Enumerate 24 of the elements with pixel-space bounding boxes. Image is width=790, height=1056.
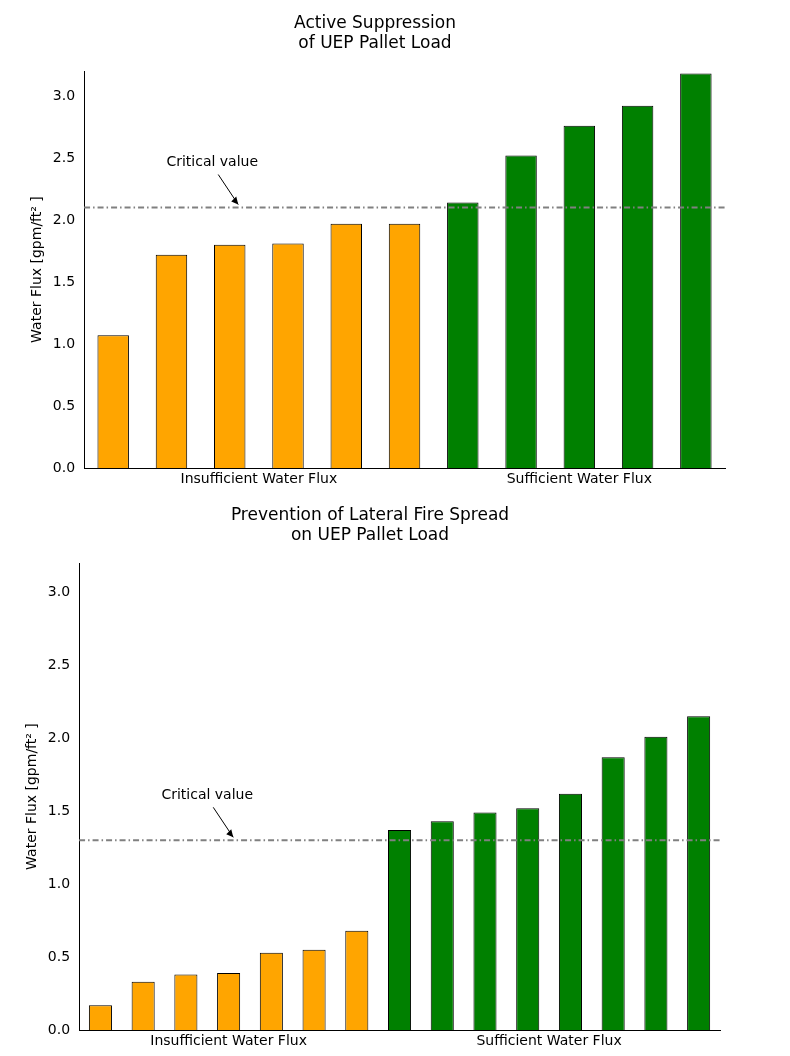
text: Insufficient Water Flux bbox=[180, 469, 338, 486]
y-tick-label: 0.0 bbox=[47, 1020, 71, 1037]
y-tick-label: 3.0 bbox=[52, 86, 76, 103]
y-tick-label: 1.5 bbox=[52, 272, 76, 289]
ref-line-label: Critical value bbox=[161, 785, 254, 802]
y-tick-label: 1.0 bbox=[47, 874, 71, 891]
y-tick-label: 1.0 bbox=[52, 334, 76, 351]
y-tick-label: 0.5 bbox=[52, 396, 76, 413]
y-axis-title: Water Flux [gpm/ft² ] bbox=[23, 723, 40, 870]
y-tick-label: 1.5 bbox=[47, 801, 71, 818]
y-tick-label: 2.0 bbox=[47, 728, 71, 745]
text: Insufficient Water Flux bbox=[150, 1031, 307, 1048]
text: Sufficient Water Flux bbox=[506, 469, 652, 486]
y-tick-label: 2.0 bbox=[52, 210, 76, 227]
chart-title: Prevention of Lateral Fire Spread on UEP Pallet Load bbox=[230, 504, 510, 544]
chart-title: Active Suppression of UEP Pallet Load bbox=[294, 12, 456, 52]
y-tick-label: 3.0 bbox=[47, 582, 71, 599]
y-tick-label: 2.5 bbox=[47, 655, 71, 672]
y-tick-label: 0.0 bbox=[52, 458, 76, 475]
y-axis-title: Water Flux [gpm/ft² ] bbox=[28, 196, 45, 343]
ref-line-label: Critical value bbox=[166, 153, 259, 170]
text: Sufficient Water Flux bbox=[476, 1031, 622, 1048]
y-tick-label: 0.5 bbox=[47, 947, 71, 964]
y-tick-label: 2.5 bbox=[52, 148, 76, 165]
